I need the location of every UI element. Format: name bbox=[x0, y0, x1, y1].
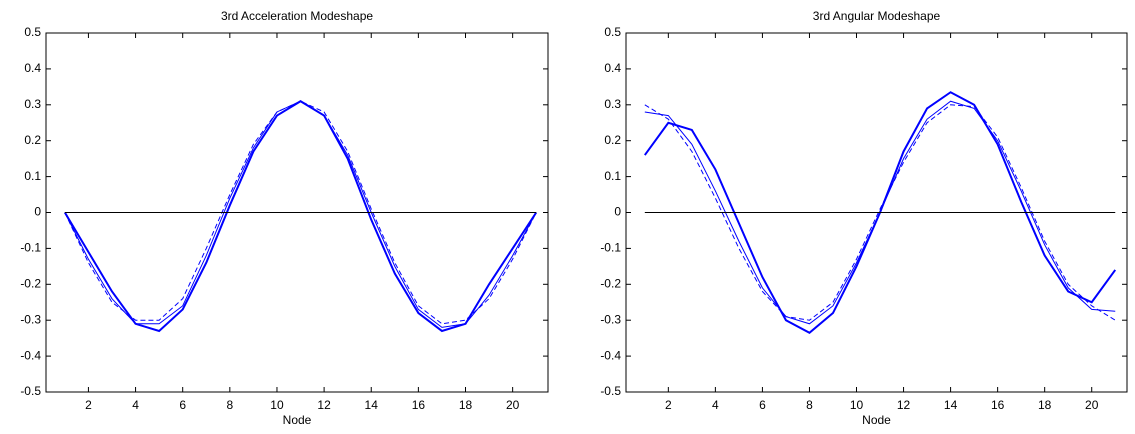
y-tick-label: -0.5 bbox=[20, 384, 41, 398]
y-tick-label: -0.5 bbox=[600, 384, 621, 398]
x-tick-label: 16 bbox=[991, 398, 1005, 412]
y-tick-label: 0.4 bbox=[24, 61, 41, 75]
x-tick-label: 8 bbox=[806, 398, 813, 412]
x-tick-label: 16 bbox=[412, 398, 426, 412]
x-tick-label: 2 bbox=[85, 398, 92, 412]
x-tick-label: 10 bbox=[850, 398, 864, 412]
x-tick-label: 4 bbox=[712, 398, 719, 412]
y-tick-label: 0 bbox=[34, 205, 41, 219]
y-tick-label: 0.1 bbox=[604, 169, 621, 183]
y-tick-label: 0.5 bbox=[604, 25, 621, 39]
series-line bbox=[64, 100, 537, 328]
y-tick-label: -0.4 bbox=[20, 348, 41, 362]
y-tick-label: 0.1 bbox=[24, 169, 41, 183]
x-tick-label: 2 bbox=[665, 398, 672, 412]
x-tick-label: 6 bbox=[759, 398, 766, 412]
x-tick-label: 4 bbox=[132, 398, 139, 412]
x-tick-label: 6 bbox=[179, 398, 186, 412]
y-tick-label: -0.2 bbox=[20, 276, 41, 290]
y-tick-label: 0.2 bbox=[24, 133, 41, 147]
x-tick-label: 12 bbox=[317, 398, 331, 412]
series-line bbox=[64, 100, 537, 325]
series-line bbox=[644, 104, 1116, 321]
x-tick-label: 18 bbox=[459, 398, 473, 412]
y-tick-label: -0.2 bbox=[600, 276, 621, 290]
x-tick-label: 20 bbox=[1085, 398, 1099, 412]
chart-title: 3rd Acceleration Modeshape bbox=[221, 9, 373, 23]
y-tick-label: 0.3 bbox=[604, 97, 621, 111]
y-tick-label: 0.5 bbox=[24, 25, 41, 39]
x-tick-label: 14 bbox=[944, 398, 958, 412]
x-axis-label: Node bbox=[283, 413, 312, 427]
x-tick-label: 18 bbox=[1038, 398, 1052, 412]
y-tick-label: -0.4 bbox=[600, 348, 621, 362]
y-tick-label: -0.1 bbox=[600, 241, 621, 255]
y-tick-label: -0.3 bbox=[600, 312, 621, 326]
y-tick-label: 0 bbox=[614, 205, 621, 219]
chart-title: 3rd Angular Modeshape bbox=[813, 9, 941, 23]
x-axis-label: Node bbox=[862, 413, 891, 427]
x-tick-label: 8 bbox=[226, 398, 233, 412]
x-tick-label: 14 bbox=[365, 398, 379, 412]
y-tick-label: 0.3 bbox=[24, 97, 41, 111]
y-tick-label: -0.1 bbox=[20, 241, 41, 255]
x-tick-label: 12 bbox=[897, 398, 911, 412]
y-tick-label: -0.3 bbox=[20, 312, 41, 326]
y-tick-label: 0.4 bbox=[604, 61, 621, 75]
x-tick-label: 10 bbox=[270, 398, 284, 412]
y-tick-label: 0.2 bbox=[604, 133, 621, 147]
x-tick-label: 20 bbox=[506, 398, 520, 412]
